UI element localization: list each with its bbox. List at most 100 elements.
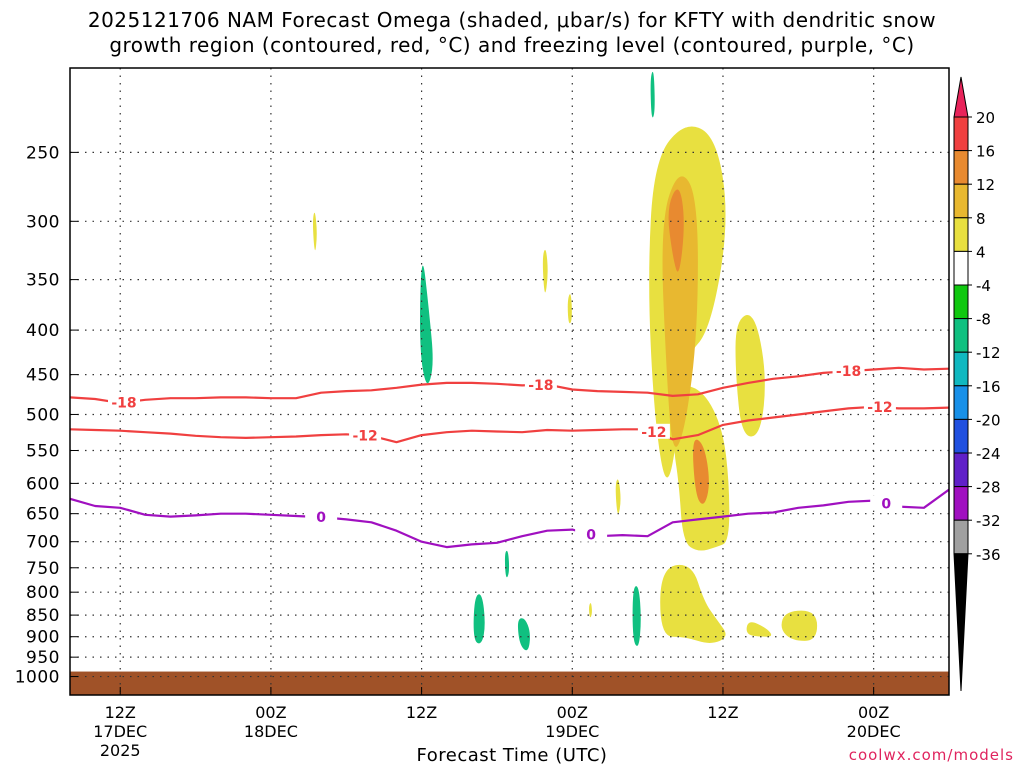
title-line-1: 2025121706 NAM Forecast Omega (shaded, μ…	[87, 8, 937, 32]
credit: coolwx.com/models	[848, 746, 1014, 764]
contour-label-1-1: -12	[641, 425, 666, 441]
colorbar-segment-3	[953, 217, 969, 252]
contour-label-bg-1-1	[637, 423, 670, 439]
y-tick-label-500: 500	[26, 405, 60, 425]
x-tick-label-48: 12Z	[707, 703, 738, 722]
contour-label-2-2: 0	[881, 497, 891, 513]
y-tick-label-450: 450	[26, 366, 60, 386]
y-tick-label-800: 800	[26, 583, 60, 603]
y-tick-label-400: 400	[26, 321, 60, 341]
omega-rising-cell-lower-far-right	[781, 610, 818, 641]
x-tick-label-24: 12Z	[406, 703, 437, 722]
omega-rising-speck-5	[589, 603, 592, 618]
colorbar-segment-6	[953, 318, 969, 353]
contour-label-1-0: -12	[352, 428, 377, 444]
x-tick-year-0: 2025	[100, 741, 141, 760]
contour-label-bg-1-2	[863, 399, 896, 415]
y-tick-label-650: 650	[26, 505, 60, 525]
contour-line-1	[70, 405, 949, 444]
colorbar-label-2: 12	[976, 176, 995, 194]
colorbar-label-6: -8	[976, 311, 991, 329]
y-tick-label-700: 700	[26, 533, 60, 553]
colorbar-segment-1	[953, 150, 969, 185]
terrain-fill	[70, 671, 949, 695]
colorbar-label-11: -28	[976, 479, 1001, 497]
omega-rising-speck-1	[313, 212, 317, 251]
y-tick-label-600: 600	[26, 474, 60, 494]
y-tick-label-850: 850	[26, 606, 60, 626]
title-line-2: growth region (contoured, red, °C) and f…	[109, 33, 915, 57]
omega-rising-cell-lower	[660, 564, 726, 643]
y-tick-label-1000: 1000	[15, 668, 60, 688]
contour-label-bg-2-0	[305, 509, 338, 525]
contour-label-2-0: 0	[316, 510, 326, 526]
colorbar-label-7: -12	[976, 344, 1001, 362]
colorbar-segment-2	[953, 183, 969, 219]
colorbar-label-3: 8	[976, 210, 986, 228]
x-tick-label-0: 12Z	[105, 703, 136, 722]
y-tick-label-350: 350	[26, 271, 60, 291]
contour-label-bg-0-1	[524, 376, 557, 392]
x-tick-label-36: 00Z	[557, 703, 588, 722]
colorbar-segment-5	[953, 284, 969, 320]
omega-sinking-lower-left	[473, 594, 485, 644]
x-tick-date-60: 20DEC	[847, 722, 901, 741]
colorbar-bottom-arrow	[953, 553, 969, 692]
contour-label-2-1: 0	[586, 528, 596, 544]
plot-frame	[69, 67, 950, 696]
colorbar-segment-4	[953, 250, 969, 286]
y-tick-label-950: 950	[26, 648, 60, 668]
omega-rising-cell-right	[735, 314, 765, 437]
x-tick-date-36: 19DEC	[545, 722, 599, 741]
colorbar-label-9: -20	[976, 411, 1001, 429]
colorbar-label-13: -36	[976, 546, 1001, 564]
omega-sinking-lower-center	[517, 618, 530, 651]
contour-label-bg-1-0	[349, 427, 382, 443]
y-tick-label-550: 550	[26, 442, 60, 462]
colorbar-segment-12	[953, 519, 969, 555]
omega-rising-cell-upper-core	[668, 189, 684, 272]
colorbar-segment-9	[953, 418, 969, 454]
colorbar-label-12: -32	[976, 512, 1001, 530]
x-tick-label-12: 00Z	[255, 703, 286, 722]
contour-label-bg-2-2	[870, 495, 903, 511]
contour-label-0-2: -18	[836, 364, 861, 380]
x-tick-label-60: 00Z	[858, 703, 889, 722]
omega-rising-speck-3	[567, 294, 572, 324]
contour-label-bg-2-1	[575, 526, 608, 542]
colorbar-segment-8	[953, 385, 969, 420]
colorbar-label-0: 20	[976, 109, 995, 127]
x-tick-date-12: 18DEC	[244, 722, 298, 741]
colorbar-top-arrow	[953, 76, 969, 118]
contour-label-0-1: -18	[528, 378, 553, 394]
y-tick-label-900: 900	[26, 628, 60, 648]
contour-label-bg-0-0	[107, 394, 140, 410]
colorbar-label-5: -4	[976, 277, 991, 295]
omega-rising-cell-mid-core	[693, 439, 709, 504]
contour-line-2	[70, 488, 949, 549]
y-tick-label-750: 750	[26, 559, 60, 579]
contour-label-0-0: -18	[111, 395, 136, 411]
colorbar-segment-11	[953, 486, 969, 521]
colorbar-label-10: -24	[976, 445, 1001, 463]
contour-label-bg-0-2	[832, 363, 865, 379]
omega-sinking-upper-spike	[420, 265, 433, 384]
colorbar-label-1: 16	[976, 143, 995, 161]
contour-label-1-2: -12	[867, 400, 892, 416]
y-tick-label-300: 300	[26, 212, 60, 232]
colorbar-label-8: -16	[976, 378, 1001, 396]
colorbar-segment-0	[953, 116, 969, 152]
colorbar-segment-7	[953, 351, 969, 387]
x-tick-date-0: 17DEC	[93, 722, 147, 741]
omega-sinking-lower-right	[632, 586, 641, 646]
y-tick-label-250: 250	[26, 143, 60, 163]
omega-sinking-top-speck	[650, 71, 655, 118]
omega-rising-speck-2	[542, 249, 548, 293]
omega-rising-cell-lower-right	[746, 622, 772, 637]
omega-sinking-mid-speck	[504, 550, 510, 578]
colorbar-label-4: 4	[976, 243, 986, 261]
omega-rising-speck-4	[615, 479, 621, 514]
contour-line-0	[70, 366, 949, 404]
colorbar-segment-10	[953, 452, 969, 488]
